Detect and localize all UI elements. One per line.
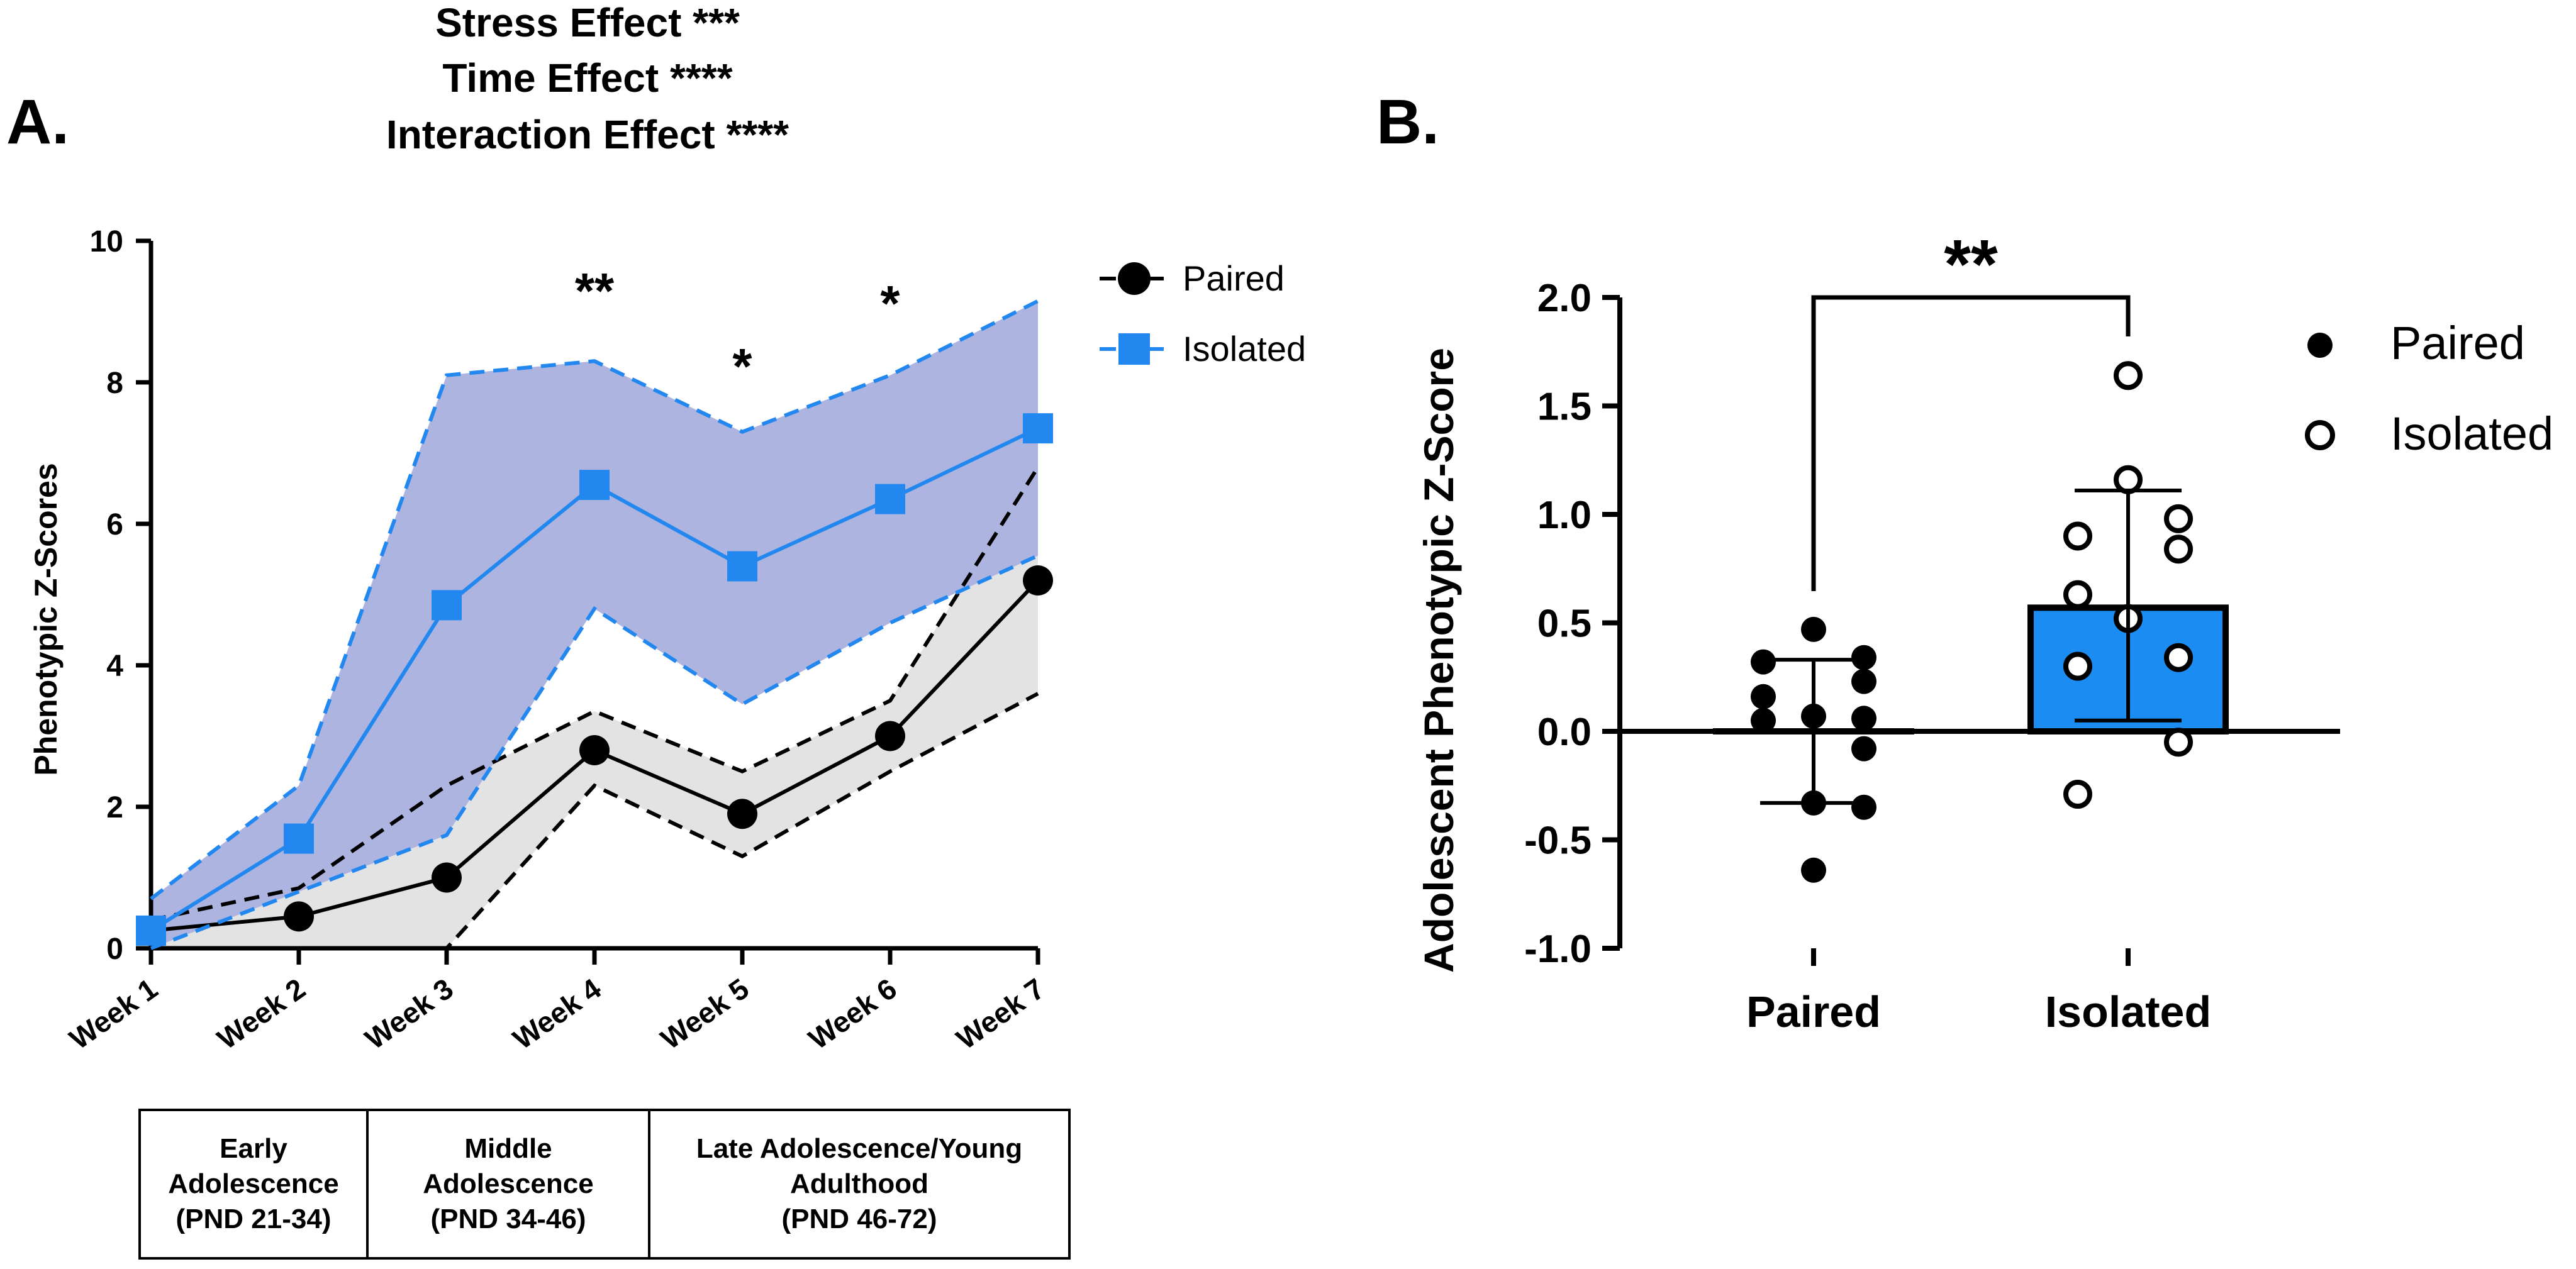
b-y-tick-label--1-0: -1.0 xyxy=(1524,928,1592,971)
point-paired-11 xyxy=(1851,795,1876,820)
significance-week-6: * xyxy=(880,275,900,331)
legend-a-isolated-marker xyxy=(1118,333,1150,365)
panel-b-y-axis-label: Adolescent Phenotypic Z-Score xyxy=(1415,348,1462,973)
point-paired-3 xyxy=(1751,650,1776,675)
period-box-middle: Middle Adolescence (PND 34-46) xyxy=(366,1109,650,1260)
point-isolated-10 xyxy=(2166,730,2190,754)
x-tick-label-week-2: Week 2 xyxy=(211,972,311,1056)
y-tick-label-8: 8 xyxy=(106,367,123,400)
y-tick-label-6: 6 xyxy=(106,508,123,541)
point-paired-week-6 xyxy=(875,721,905,751)
point-isolated-11 xyxy=(2066,782,2090,806)
point-paired-week-3 xyxy=(432,863,462,893)
legend-b-paired-label: Paired xyxy=(2390,317,2525,369)
point-isolated-week-3 xyxy=(432,590,462,620)
legend-a-isolated-label: Isolated xyxy=(1183,329,1306,369)
legend-a-paired-label: Paired xyxy=(1183,258,1285,298)
b-y-tick-label-1-0: 1.0 xyxy=(1537,494,1592,537)
panel-b-legend: Paired Isolated xyxy=(2307,317,2553,460)
point-paired-1 xyxy=(1801,617,1826,642)
b-y-tick-label--0-5: -0.5 xyxy=(1524,819,1592,863)
panel-a-y-ticks: 0 2 4 6 8 10 xyxy=(90,225,151,966)
panel-b-label: B. xyxy=(1376,87,1439,157)
panel-a-label: A. xyxy=(6,87,69,157)
point-isolated-3 xyxy=(2166,507,2190,531)
x-tick-label-week-7: Week 7 xyxy=(951,972,1051,1056)
significance-week-4: ** xyxy=(575,263,615,319)
point-isolated-week-2 xyxy=(284,824,314,854)
panel-a-x-ticks: Week 1 Week 2 Week 3 Week 4 Week 5 Week 6 Week… xyxy=(64,948,1051,1056)
period-box-early: Early Adolescence (PND 21-34) xyxy=(138,1109,369,1260)
significance-label-b: ** xyxy=(1944,226,1998,303)
y-tick-label-2: 2 xyxy=(106,791,123,824)
panel-a-title-line-2: Time Effect **** xyxy=(442,55,732,101)
y-tick-label-0: 0 xyxy=(106,933,123,966)
legend-b-isolated: Isolated xyxy=(2307,407,2553,460)
legend-b-paired-marker xyxy=(2307,333,2333,358)
legend-a-paired: Paired xyxy=(1100,258,1285,298)
b-y-tick-label-0-0: 0.0 xyxy=(1537,711,1592,754)
point-isolated-week-4 xyxy=(579,470,610,500)
panel-b-points xyxy=(1751,363,2190,883)
point-paired-week-4 xyxy=(579,735,610,765)
panel-a-title-line-3: Interaction Effect **** xyxy=(386,112,789,157)
panel-a-legend: Paired Isolated xyxy=(1100,258,1306,369)
point-isolated-8 xyxy=(2166,646,2190,670)
y-tick-label-10: 10 xyxy=(90,225,123,258)
point-isolated-week-6 xyxy=(875,484,905,514)
point-isolated-week-1 xyxy=(136,916,166,946)
x-tick-label-week-1: Week 1 xyxy=(64,972,164,1056)
point-paired-week-2 xyxy=(284,901,314,931)
y-tick-label-4: 4 xyxy=(106,650,123,683)
panel-a-y-axis-label: Phenotypic Z-Scores xyxy=(28,463,64,775)
point-paired-12 xyxy=(1801,858,1826,883)
b-x-tick-label-paired: Paired xyxy=(1746,987,1881,1036)
significance-week-5: * xyxy=(732,338,752,394)
point-isolated-2 xyxy=(2116,468,2140,492)
legend-b-isolated-marker xyxy=(2307,423,2333,448)
b-y-tick-label-0-5: 0.5 xyxy=(1537,602,1592,646)
panel-b-y-ticks: -1.0 -0.5 0.0 0.5 1.0 1.5 2.0 xyxy=(1524,277,1620,971)
period-box-late: Late Adolescence/Young Adulthood (PND 46… xyxy=(648,1109,1071,1260)
point-isolated-week-5 xyxy=(727,551,757,582)
x-tick-label-week-5: Week 5 xyxy=(655,972,755,1056)
point-paired-week-7 xyxy=(1023,565,1053,596)
point-paired-8 xyxy=(1751,708,1776,733)
point-isolated-week-7 xyxy=(1023,413,1053,443)
panel-b-bars xyxy=(1716,607,2226,731)
x-tick-label-week-6: Week 6 xyxy=(803,972,903,1056)
panel-b-x-ticks: Paired Isolated xyxy=(1746,948,2211,1036)
x-tick-label-week-4: Week 4 xyxy=(507,972,607,1055)
point-isolated-4 xyxy=(2066,524,2090,548)
point-paired-7 xyxy=(1851,706,1876,731)
b-x-tick-label-isolated: Isolated xyxy=(2045,987,2212,1036)
legend-a-paired-marker xyxy=(1118,262,1151,295)
point-isolated-1 xyxy=(2116,363,2140,387)
legend-a-isolated: Isolated xyxy=(1100,329,1306,369)
point-isolated-9 xyxy=(2066,655,2090,679)
point-paired-2 xyxy=(1851,645,1876,670)
point-paired-week-5 xyxy=(727,799,757,829)
point-isolated-6 xyxy=(2066,583,2090,607)
point-isolated-5 xyxy=(2166,537,2190,561)
panel-a-title-line-1: Stress Effect *** xyxy=(435,0,740,45)
point-paired-4 xyxy=(1851,669,1876,694)
legend-b-isolated-label: Isolated xyxy=(2390,407,2553,460)
point-paired-5 xyxy=(1751,684,1776,709)
legend-b-paired: Paired xyxy=(2307,317,2525,369)
b-y-tick-label-2-0: 2.0 xyxy=(1537,277,1592,320)
x-tick-label-week-3: Week 3 xyxy=(359,972,459,1056)
b-y-tick-label-1-5: 1.5 xyxy=(1537,385,1592,429)
point-paired-9 xyxy=(1851,736,1876,762)
